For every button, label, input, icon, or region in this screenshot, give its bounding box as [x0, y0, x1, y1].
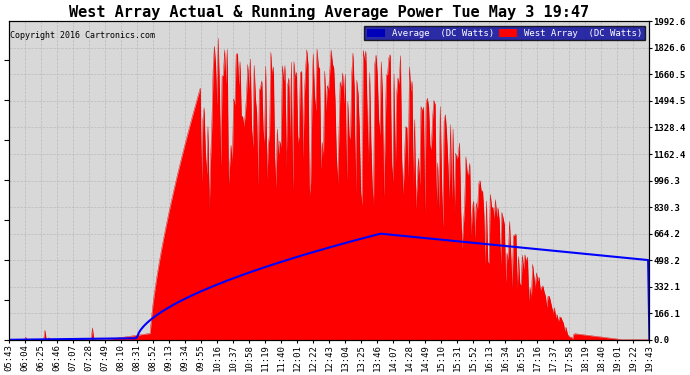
Legend: Average  (DC Watts), West Array  (DC Watts): Average (DC Watts), West Array (DC Watts…	[364, 26, 645, 40]
Title: West Array Actual & Running Average Power Tue May 3 19:47: West Array Actual & Running Average Powe…	[69, 4, 589, 20]
Text: Copyright 2016 Cartronics.com: Copyright 2016 Cartronics.com	[10, 31, 155, 40]
